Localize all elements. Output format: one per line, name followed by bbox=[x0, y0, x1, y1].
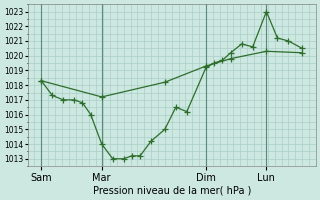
X-axis label: Pression niveau de la mer( hPa ): Pression niveau de la mer( hPa ) bbox=[92, 186, 251, 196]
